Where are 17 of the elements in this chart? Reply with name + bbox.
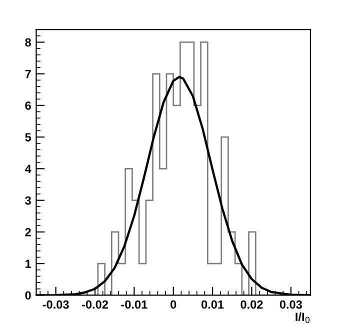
x-tick-label: -0.03	[42, 300, 69, 309]
y-tick-label: 7	[25, 70, 31, 78]
x-tick-label: -0.02	[82, 300, 108, 309]
y-tick-label: 0	[25, 291, 31, 300]
y-tick-label: 3	[25, 196, 31, 205]
x-tick-label: 0	[170, 300, 176, 309]
y-tick-label: 5	[25, 133, 32, 142]
x-tick-label: 0.03	[280, 300, 302, 309]
y-tick-label: 4	[24, 164, 32, 173]
y-tick-label: 8	[25, 38, 31, 47]
y-tick-label: 2	[25, 228, 31, 236]
y-tick-label: 6	[25, 101, 31, 110]
y-tick-label: 1	[26, 260, 32, 268]
x-tick-label: 0.02	[240, 300, 263, 309]
x-axis-title: I/I$_{0}$	[296, 312, 310, 323]
x-tick-label: -0.01	[121, 300, 148, 309]
x-tick-label: 0.01	[202, 300, 224, 309]
